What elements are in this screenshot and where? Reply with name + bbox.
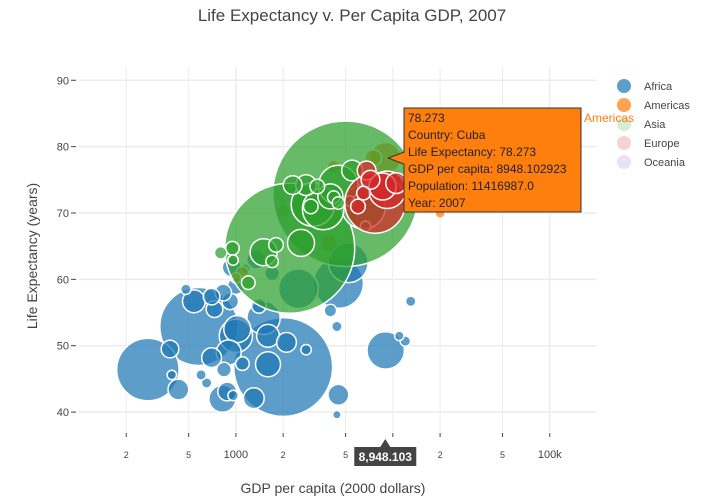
plot-area[interactable] [115, 120, 447, 420]
bubble-africa[interactable] [323, 303, 338, 318]
legend-marker [617, 98, 631, 112]
bubble-africa[interactable] [200, 376, 213, 389]
y-tick-label: 80 [57, 142, 69, 154]
bubble-africa[interactable] [223, 314, 252, 344]
bubble-africa[interactable] [160, 339, 180, 359]
x-tick-label: 2 [124, 450, 129, 460]
tooltip-line: 78.273 [408, 111, 445, 125]
legend-item-africa[interactable]: Africa [617, 79, 673, 93]
x-tick-label: 5 [500, 450, 505, 460]
y-axis-title: Life Expectancy (years) [24, 183, 40, 329]
legend-label: Asia [644, 119, 666, 131]
bubble-africa[interactable] [215, 361, 233, 378]
legend-marker [617, 79, 631, 93]
y-tick-label: 90 [57, 75, 69, 87]
x-axis-ticks: 2 5 1000 2 5 2 5 100k [124, 433, 562, 461]
bubble-asia[interactable] [267, 236, 285, 253]
bubble-asia[interactable] [240, 275, 256, 291]
legend-item-europe[interactable]: Europe [617, 136, 679, 150]
series-europe [344, 160, 408, 234]
bubble-europe[interactable] [360, 169, 381, 190]
bubble-europe[interactable] [349, 198, 367, 215]
x-tick-label: 100k [538, 449, 562, 461]
bubble-africa[interactable] [202, 287, 221, 306]
x-tick-label: 5 [186, 450, 191, 460]
legend-marker [617, 136, 631, 150]
tooltip-line: Life Expectancy: 78.273 [408, 145, 536, 159]
x-tick-label: 2 [438, 450, 443, 460]
y-tick-label: 70 [57, 208, 69, 220]
bubble-africa[interactable] [330, 320, 343, 333]
bubble-africa[interactable] [331, 409, 342, 420]
legend-item-americas[interactable]: Americas [617, 98, 690, 112]
bubble-africa[interactable] [195, 368, 208, 381]
bubble-africa[interactable] [167, 378, 190, 401]
x-hover-label-box [354, 439, 417, 466]
bubble-africa[interactable] [300, 343, 313, 356]
legend-item-oceania[interactable]: Oceania [617, 155, 686, 169]
bubble-africa[interactable] [227, 389, 240, 402]
bubble-africa[interactable] [404, 295, 417, 308]
bubble-asia[interactable] [309, 178, 326, 195]
bubble-asia[interactable] [331, 196, 346, 210]
bubble-asia[interactable] [286, 228, 316, 258]
x-axis-title: GDP per capita (2000 dollars) [241, 480, 426, 496]
legend-marker [617, 117, 631, 131]
legend-label: Americas [644, 100, 690, 112]
bubble-africa[interactable] [179, 283, 192, 296]
x-hover-label: 8,948.103 [359, 450, 413, 464]
bubble-asia[interactable] [213, 245, 228, 260]
y-axis-ticks: 40 50 60 70 80 90 [57, 75, 76, 419]
legend-label: Europe [644, 138, 679, 150]
bubble-asia[interactable] [227, 254, 240, 267]
tooltip-trace-name: Americas [584, 111, 634, 125]
hover-tooltip: 78.273 Country: Cuba Life Expectancy: 78.2… [354, 107, 634, 466]
bubble-africa[interactable] [166, 369, 178, 381]
bubble-africa[interactable] [366, 330, 406, 370]
bubble-africa[interactable] [234, 356, 250, 372]
tooltip-line: Year: 2007 [408, 196, 466, 210]
y-tick-label: 40 [57, 407, 69, 419]
bubble-africa[interactable] [242, 387, 265, 410]
legend-marker [617, 155, 631, 169]
tooltip-line: Population: 11416987.0 [408, 179, 534, 193]
bubble-africa[interactable] [327, 383, 350, 406]
y-tick-label: 60 [57, 274, 69, 286]
bubble-africa[interactable] [254, 351, 282, 378]
bubble-africa[interactable] [200, 347, 223, 369]
bubble-africa[interactable] [393, 330, 405, 342]
x-tick-label: 5 [343, 450, 348, 460]
legend-label: Africa [644, 81, 673, 93]
x-tick-label: 2 [281, 450, 286, 460]
bubble-europe[interactable] [355, 185, 372, 201]
legend: Africa Americas Asia Europe Oceania [617, 79, 690, 169]
x-tick-label: 1000 [224, 449, 248, 461]
tooltip-box [386, 107, 582, 213]
tooltip-line: Country: Cuba [408, 128, 486, 142]
chart-title: Life Expectancy v. Per Capita GDP, 2007 [198, 6, 506, 25]
bubble-asia[interactable] [302, 198, 319, 215]
y-tick-label: 50 [57, 341, 69, 353]
tooltip-line: GDP per capita: 8948.102923 [408, 162, 567, 176]
bubble-africa[interactable] [275, 331, 298, 354]
bubble-asia[interactable] [282, 174, 303, 196]
legend-item-asia[interactable]: Asia [617, 117, 666, 131]
bubble-europe[interactable] [385, 171, 408, 195]
legend-label: Oceania [644, 157, 686, 169]
bubble-asia[interactable] [265, 254, 280, 269]
